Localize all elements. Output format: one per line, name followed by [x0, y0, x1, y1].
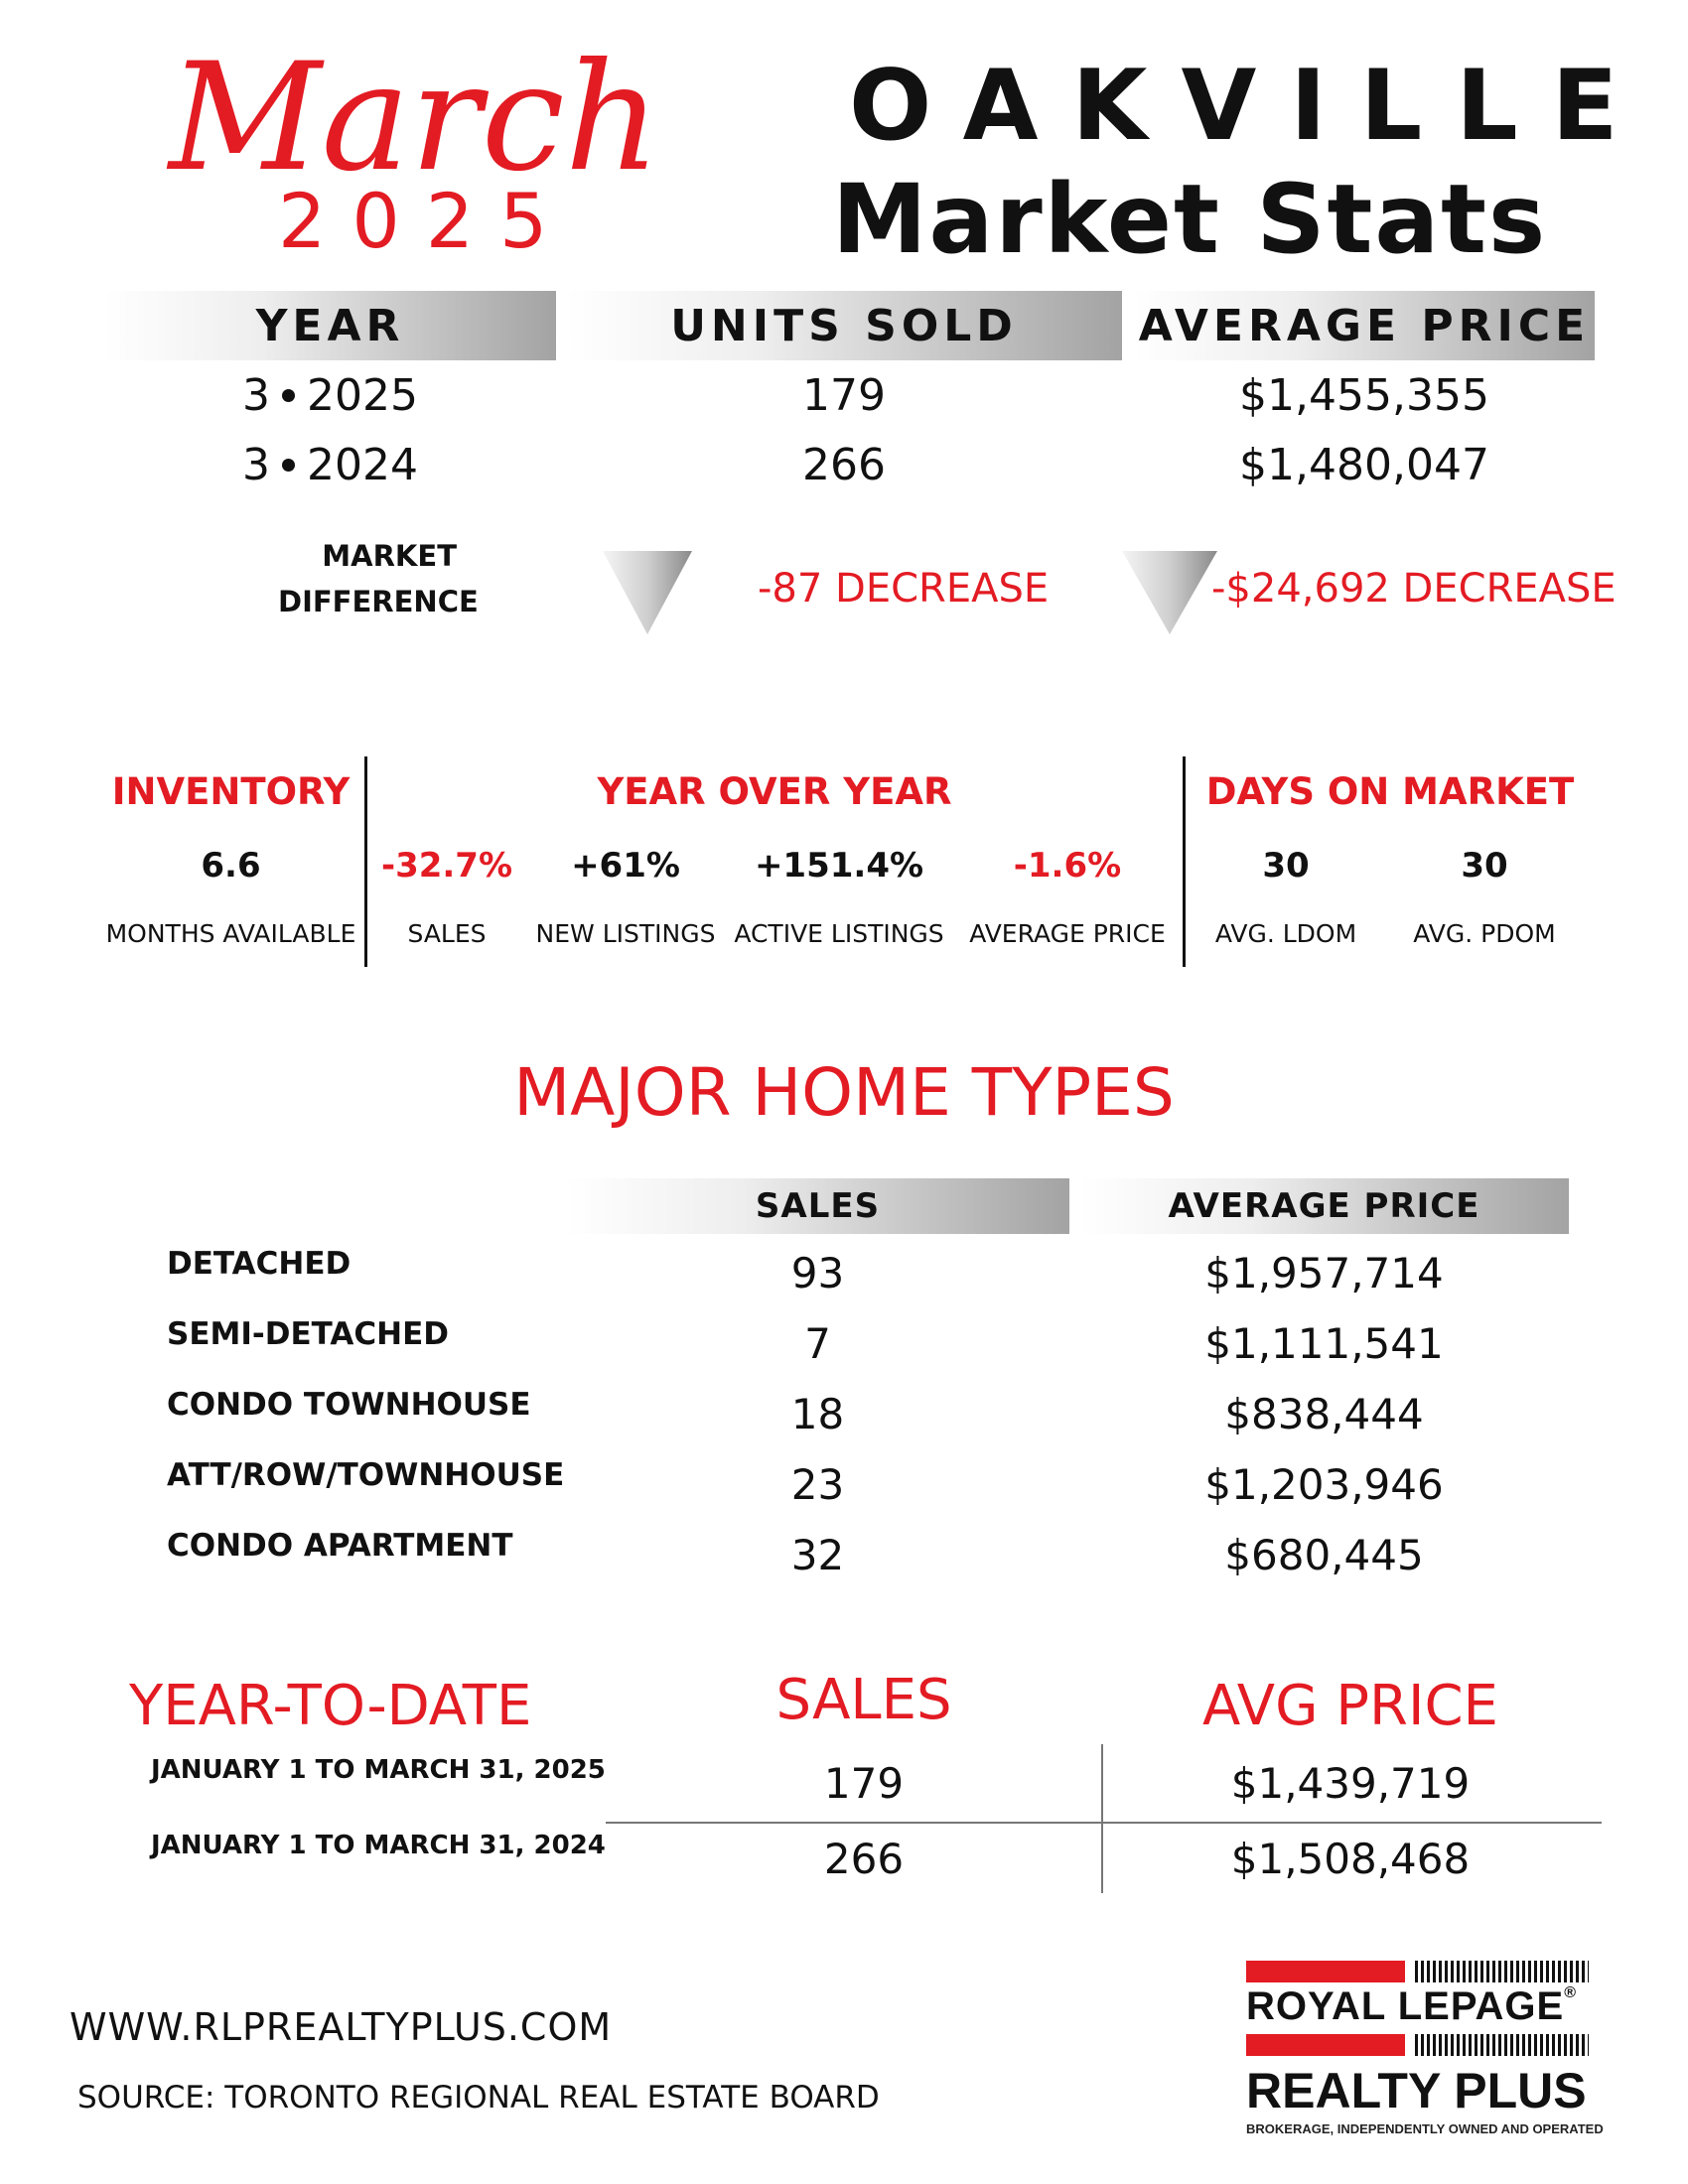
home-type-label: SEMI-DETACHED: [167, 1316, 449, 1352]
avg-ldom-label: AVG. LDOM: [1214, 919, 1357, 948]
home-types-price-header: AVERAGE PRICE: [1079, 1178, 1569, 1234]
avg-pdom-value: 30: [1461, 846, 1508, 886]
year-number: 2025: [307, 370, 418, 421]
website-link[interactable]: WWW.RLPREALTYPLUS.COM: [70, 2005, 613, 2049]
home-type-label: CONDO APARTMENT: [167, 1528, 513, 1564]
home-type-sales: 18: [790, 1390, 845, 1438]
summary-row-year: 3 2025: [104, 370, 556, 421]
market-difference-label-1: MARKET: [322, 539, 457, 573]
ytd-period-label: JANUARY 1 TO MARCH 31, 2025: [151, 1755, 606, 1785]
ytd-sales-value: 266: [823, 1835, 905, 1883]
market-difference-label-2: DIFFERENCE: [278, 585, 479, 618]
home-type-price: $1,203,946: [1204, 1460, 1444, 1509]
ytd-price-value: $1,508,468: [1230, 1835, 1471, 1883]
ytd-sales-value: 179: [823, 1759, 905, 1808]
month-script-title: March: [159, 20, 675, 208]
month-number: 3: [242, 370, 270, 421]
home-type-label: CONDO TOWNHOUSE: [167, 1387, 531, 1423]
down-arrow-icon: [1122, 551, 1217, 634]
ytd-sales-heading: SALES: [775, 1668, 952, 1732]
days-on-market-heading: DAYS ON MARKET: [1205, 770, 1575, 813]
logo-stripes: [1415, 2034, 1589, 2056]
yoy-sales-value: -32.7%: [380, 846, 513, 886]
bullet-dot: [282, 388, 295, 402]
city-title: OAKVILLE: [849, 50, 1652, 163]
price-difference: -$24,692 DECREASE: [1211, 566, 1617, 612]
bullet-dot: [282, 458, 295, 472]
source-note: SOURCE: TORONTO REGIONAL REAL ESTATE BOA…: [77, 2080, 880, 2116]
ytd-price-value: $1,439,719: [1230, 1759, 1471, 1808]
home-type-label: ATT/ROW/TOWNHOUSE: [167, 1457, 565, 1493]
home-type-price: $680,445: [1224, 1531, 1424, 1579]
inventory-value: 6.6: [201, 846, 261, 886]
logo-line1: ROYAL LEPAGE: [1246, 1984, 1565, 2028]
summary-average-price: $1,480,047: [1239, 440, 1489, 490]
yoy-average-price-label: AVERAGE PRICE: [969, 919, 1166, 948]
year-over-year-heading: YEAR OVER YEAR: [597, 770, 952, 813]
ytd-period-label: JANUARY 1 TO MARCH 31, 2024: [151, 1831, 606, 1860]
summary-average-price: $1,455,355: [1239, 370, 1489, 421]
yoy-active-listings-value: +151.4%: [754, 846, 924, 886]
logo-office-name: REALTY PLUS: [1246, 2063, 1587, 2118]
inventory-heading: INVENTORY: [111, 770, 351, 813]
home-type-label: DETACHED: [167, 1246, 352, 1282]
yoy-average-price-value: -1.6%: [1013, 846, 1122, 886]
home-type-price: $1,957,714: [1204, 1249, 1444, 1297]
yoy-new-listings-label: NEW LISTINGS: [535, 919, 716, 948]
yoy-sales-label: SALES: [407, 919, 487, 948]
logo-brand-text: ROYAL LEPAGE®: [1246, 1984, 1577, 2029]
home-type-price: $838,444: [1224, 1390, 1424, 1438]
logo-red-bar: [1246, 1961, 1405, 1982]
year-column-header: YEAR: [104, 291, 556, 360]
avg-pdom-label: AVG. PDOM: [1413, 919, 1556, 948]
average-price-column-header: AVERAGE PRICE: [1134, 291, 1595, 360]
home-types-title: MAJOR HOME TYPES: [513, 1054, 1175, 1131]
home-type-sales: 7: [804, 1319, 831, 1368]
ytd-column-divider: [1101, 1744, 1103, 1893]
summary-row-year: 3 2024: [104, 440, 556, 490]
inventory-label: MONTHS AVAILABLE: [105, 919, 356, 948]
home-types-sales-header: SALES: [566, 1178, 1069, 1234]
units-sold-column-header: UNITS SOLD: [566, 291, 1122, 360]
header-year: 2025: [278, 177, 574, 265]
home-type-sales: 93: [790, 1249, 845, 1297]
page-subtitle: Market Stats: [832, 164, 1548, 275]
royal-lepage-logo: ROYAL LEPAGE® REALTY PLUS BROKERAGE, IND…: [1246, 1951, 1604, 2149]
month-text: March: [166, 32, 660, 205]
ytd-avg-price-heading: AVG PRICE: [1202, 1674, 1498, 1738]
logo-registered: ®: [1564, 1984, 1578, 2001]
home-type-sales: 32: [790, 1531, 845, 1579]
year-number: 2024: [307, 440, 418, 490]
yoy-active-listings-label: ACTIVE LISTINGS: [734, 919, 944, 948]
ytd-row-divider: [606, 1822, 1602, 1824]
logo-red-bar: [1246, 2034, 1405, 2056]
home-type-sales: 23: [790, 1460, 845, 1509]
units-difference: -87 DECREASE: [758, 566, 1050, 612]
divider: [364, 756, 367, 967]
logo-stripes: [1415, 1961, 1589, 1982]
ytd-title: YEAR-TO-DATE: [129, 1674, 532, 1738]
divider: [1183, 756, 1186, 967]
down-arrow-icon: [603, 551, 692, 634]
avg-ldom-value: 30: [1262, 846, 1310, 886]
home-type-price: $1,111,541: [1204, 1319, 1444, 1368]
yoy-new-listings-value: +61%: [571, 846, 680, 886]
month-number: 3: [242, 440, 270, 490]
summary-units-sold: 266: [802, 440, 886, 490]
summary-units-sold: 179: [802, 370, 886, 421]
logo-tagline: BROKERAGE, INDEPENDENTLY OWNED AND OPERA…: [1246, 2121, 1604, 2136]
